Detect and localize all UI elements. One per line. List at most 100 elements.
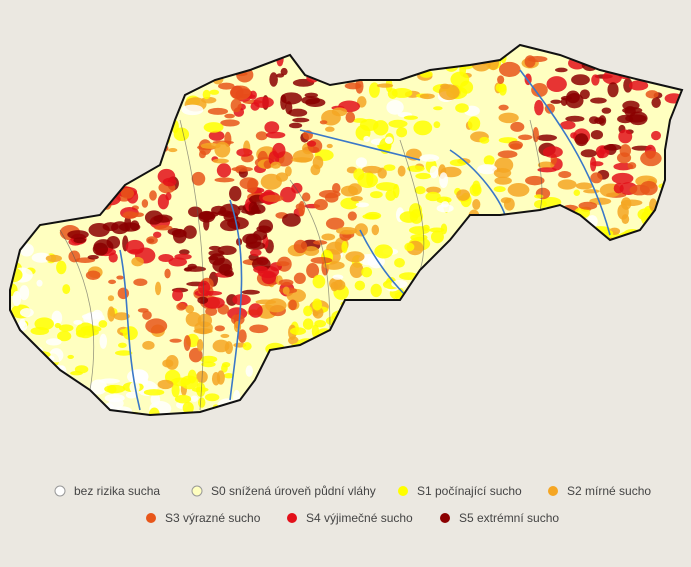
- drought-patch: [98, 378, 121, 384]
- drought-patch: [181, 104, 204, 116]
- drought-patch: [595, 345, 613, 352]
- drought-patch: [61, 378, 80, 387]
- drought-patch: [649, 64, 670, 79]
- drought-patch: [533, 260, 547, 274]
- drought-patch: [157, 194, 169, 210]
- drought-patch: [591, 74, 600, 86]
- drought-patch: [610, 411, 620, 415]
- drought-patch: [551, 45, 569, 47]
- legend-label: S2 mírné sucho: [567, 484, 651, 498]
- drought-patch: [214, 325, 225, 332]
- drought-patch: [517, 283, 534, 290]
- drought-patch: [645, 253, 658, 259]
- drought-patch: [152, 231, 162, 238]
- drought-patch: [355, 202, 369, 208]
- drought-patch: [126, 77, 146, 88]
- drought-patch: [606, 355, 626, 362]
- drought-patch: [80, 49, 100, 62]
- drought-patch: [292, 380, 308, 394]
- drought-patch: [281, 213, 301, 227]
- drought-patch: [99, 333, 108, 349]
- drought-patch: [518, 134, 533, 141]
- drought-patch: [290, 327, 307, 336]
- drought-patch: [627, 388, 650, 403]
- drought-patch: [527, 234, 543, 250]
- drought-patch: [114, 350, 133, 356]
- drought-patch: [28, 370, 49, 376]
- drought-patch: [617, 262, 628, 271]
- drought-patch: [439, 273, 451, 286]
- drought-patch: [520, 310, 537, 319]
- drought-patch: [645, 346, 653, 359]
- drought-patch: [662, 216, 678, 232]
- drought-patch: [248, 303, 263, 318]
- drought-patch: [466, 385, 485, 402]
- drought-patch: [347, 307, 358, 315]
- drought-patch: [24, 397, 47, 411]
- drought-patch: [289, 350, 298, 360]
- drought-patch: [128, 164, 149, 171]
- drought-patch: [363, 135, 370, 143]
- drought-patch: [140, 135, 156, 141]
- drought-patch: [633, 273, 645, 278]
- drought-patch: [376, 404, 398, 412]
- drought-patch: [426, 384, 443, 396]
- drought-patch: [466, 374, 477, 383]
- drought-patch: [149, 190, 157, 201]
- drought-patch: [674, 249, 682, 259]
- drought-patch: [107, 150, 125, 167]
- drought-patch: [664, 405, 680, 415]
- drought-patch: [347, 211, 357, 221]
- drought-patch: [331, 45, 345, 52]
- drought-patch: [36, 279, 43, 287]
- drought-patch: [45, 131, 63, 142]
- drought-patch: [478, 353, 491, 367]
- drought-patch: [292, 117, 310, 123]
- drought-patch: [35, 144, 45, 156]
- drought-patch: [52, 158, 73, 166]
- drought-patch: [565, 282, 580, 293]
- drought-patch: [530, 238, 547, 243]
- drought-patch: [14, 45, 24, 58]
- drought-patch: [314, 358, 325, 365]
- drought-patch: [503, 388, 521, 396]
- drought-patch: [415, 398, 422, 410]
- drought-patch: [231, 45, 240, 61]
- drought-patch: [508, 247, 517, 256]
- drought-patch: [586, 318, 596, 330]
- drought-patch: [155, 281, 162, 296]
- drought-patch: [363, 332, 381, 345]
- drought-patch: [547, 279, 559, 290]
- drought-patch: [415, 172, 432, 180]
- drought-patch: [617, 203, 629, 220]
- drought-patch: [91, 74, 105, 85]
- drought-patch: [527, 337, 536, 353]
- drought-patch: [220, 119, 240, 127]
- drought-patch: [116, 275, 124, 280]
- drought-patch: [284, 405, 298, 412]
- drought-patch: [397, 165, 406, 177]
- drought-patch: [520, 260, 540, 266]
- river: [119, 249, 141, 411]
- drought-patch: [479, 265, 496, 274]
- drought-patch: [233, 45, 246, 49]
- drought-patch: [433, 106, 443, 111]
- drought-patch: [484, 416, 491, 423]
- drought-patch: [438, 84, 460, 101]
- drought-patch: [216, 163, 232, 178]
- drought-patch: [187, 369, 197, 384]
- drought-patch: [92, 242, 109, 256]
- drought-patch: [477, 309, 486, 321]
- drought-patch: [96, 77, 103, 87]
- drought-patch: [413, 120, 433, 136]
- drought-patch: [154, 55, 167, 62]
- drought-patch: [237, 205, 246, 211]
- drought-patch: [125, 239, 145, 255]
- drought-patch: [42, 377, 61, 388]
- drought-patch: [83, 67, 91, 72]
- drought-patch: [306, 49, 316, 60]
- drought-patch: [531, 241, 546, 255]
- drought-patch: [10, 363, 18, 372]
- drought-patch: [417, 338, 431, 354]
